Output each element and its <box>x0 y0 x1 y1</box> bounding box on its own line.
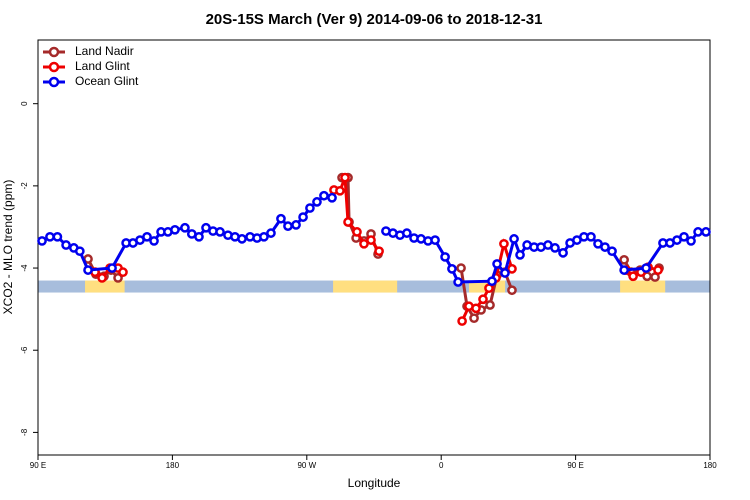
point <box>45 231 55 242</box>
point <box>170 224 180 235</box>
point <box>61 240 71 250</box>
point <box>402 228 412 238</box>
point <box>641 263 651 273</box>
point <box>374 246 384 257</box>
point <box>485 300 495 310</box>
x-tick-label: 180 <box>166 461 180 470</box>
point <box>312 197 322 207</box>
land-band <box>333 280 398 293</box>
x-tick-label: 90 W <box>297 461 316 470</box>
point <box>440 252 450 262</box>
land-band <box>620 280 666 293</box>
point <box>619 265 629 275</box>
x-tick-label: 0 <box>439 461 444 470</box>
point <box>507 285 517 296</box>
point <box>600 242 610 252</box>
point <box>343 217 353 227</box>
chart-title: 20S-15S March (Ver 9) 2014-09-06 to 2018… <box>206 11 543 28</box>
point <box>471 303 481 314</box>
point <box>509 234 519 244</box>
point <box>113 273 123 283</box>
point <box>291 220 301 230</box>
point <box>507 264 517 274</box>
point <box>679 231 689 242</box>
legend-label: Land Glint <box>75 59 130 73</box>
point <box>558 247 568 258</box>
point <box>359 238 369 249</box>
y-tick-label: -6 <box>20 346 29 354</box>
point <box>37 236 47 246</box>
point <box>619 254 629 265</box>
point <box>276 213 286 224</box>
point <box>237 234 247 244</box>
point <box>97 273 107 283</box>
plot-frame <box>37 39 711 456</box>
point <box>52 231 63 242</box>
point <box>74 246 85 257</box>
point <box>456 263 466 273</box>
point <box>259 231 269 242</box>
point <box>215 227 225 237</box>
point <box>487 276 497 287</box>
legend-marker <box>48 61 60 73</box>
point <box>107 263 117 273</box>
point <box>701 227 711 237</box>
point <box>686 236 696 246</box>
point <box>653 265 663 275</box>
point <box>447 264 457 274</box>
point <box>607 246 617 257</box>
point <box>586 231 596 242</box>
y-tick-label: 0 <box>20 101 29 106</box>
land-band <box>85 280 125 293</box>
point <box>266 228 276 238</box>
point <box>492 259 502 269</box>
point <box>550 243 560 253</box>
point <box>305 203 315 213</box>
y-tick-label: -8 <box>20 428 29 436</box>
point <box>335 185 345 196</box>
point <box>469 313 479 324</box>
legend-marker <box>48 46 60 58</box>
point <box>499 238 509 249</box>
point <box>340 172 350 183</box>
point <box>500 268 510 278</box>
x-tick-label: 90 E <box>30 461 46 470</box>
y-axis-label: XCO2 - MLO trend (ppm) <box>1 180 15 315</box>
point <box>352 227 362 237</box>
point <box>319 190 329 201</box>
point <box>298 212 308 222</box>
point <box>457 316 467 326</box>
legend-marker <box>48 76 60 88</box>
point <box>515 250 525 260</box>
point <box>430 235 440 245</box>
y-tick-label: -2 <box>20 182 29 190</box>
point <box>283 221 293 231</box>
point <box>142 231 152 242</box>
point <box>149 236 159 246</box>
point <box>180 222 190 233</box>
point <box>628 271 638 282</box>
x-tick-label: 180 <box>703 461 717 470</box>
point <box>194 231 204 242</box>
legend-label: Ocean Glint <box>75 74 139 88</box>
point <box>327 192 337 203</box>
point <box>83 265 93 275</box>
point <box>118 267 128 278</box>
point <box>478 294 488 305</box>
legend-label: Land Nadir <box>75 44 134 58</box>
x-tick-label: 90 E <box>567 461 583 470</box>
y-tick-label: -4 <box>20 264 29 272</box>
point <box>453 277 463 287</box>
point <box>693 227 703 237</box>
point <box>366 235 376 245</box>
x-axis-label: Longitude <box>348 476 401 490</box>
